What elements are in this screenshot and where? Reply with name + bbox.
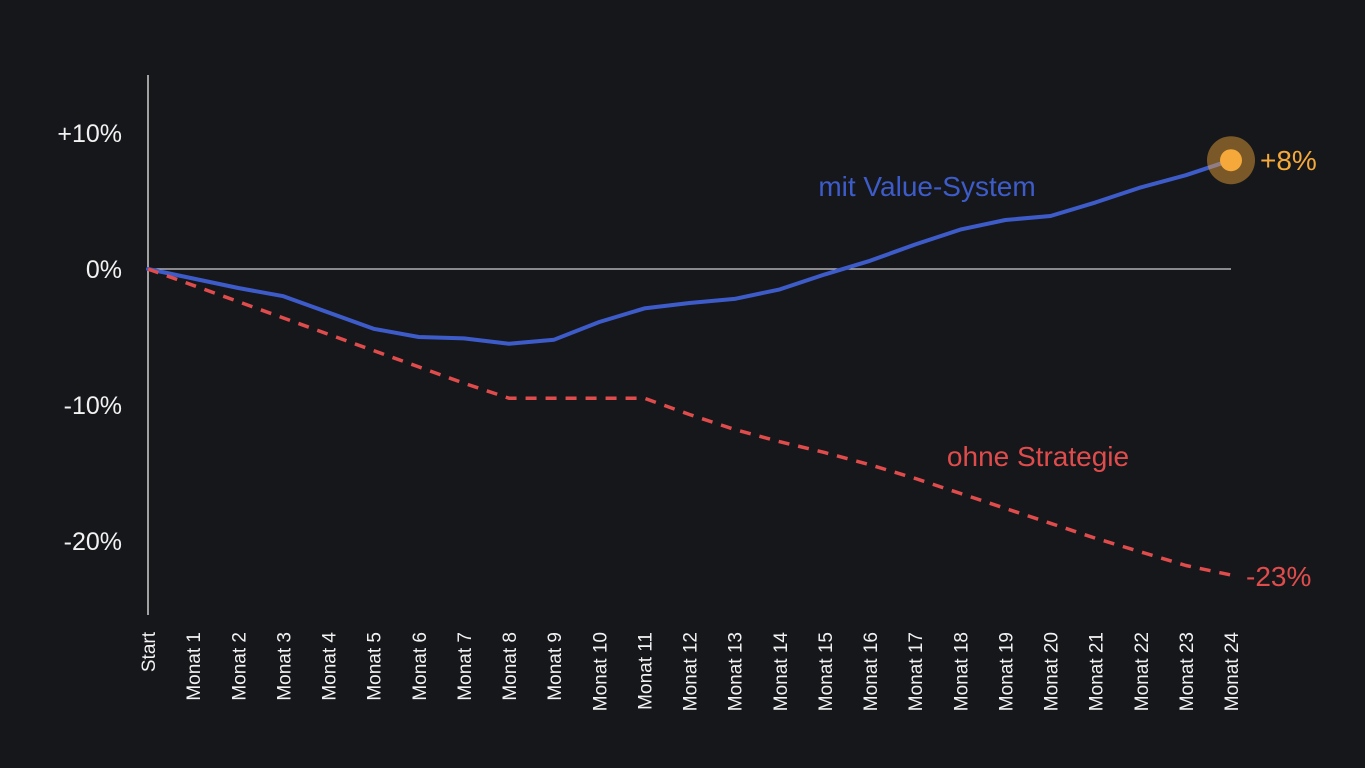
x-tick-label: Monat 5 — [365, 632, 386, 701]
x-tick-label: Monat 22 — [1132, 632, 1153, 711]
x-tick-label: Monat 7 — [455, 632, 476, 701]
x-tick-label: Monat 3 — [274, 632, 295, 701]
x-tick-label: Monat 10 — [590, 632, 611, 711]
x-tick-label: Monat 21 — [1087, 632, 1108, 711]
end-value-label-ohne-strategie: -23% — [1246, 561, 1311, 592]
x-tick-label: Monat 2 — [229, 632, 250, 701]
x-tick-label: Monat 17 — [906, 632, 927, 711]
x-tick-label: Monat 4 — [320, 632, 341, 701]
x-tick-labels: Start Monat 1 Monat 2 Monat 3 Monat 4 Monat 5… — [139, 631, 1243, 711]
y-tick-label: +10% — [57, 120, 122, 148]
x-tick-label: Monat 24 — [1222, 632, 1243, 712]
x-tick-label: Monat 20 — [1042, 632, 1063, 711]
series-line-ohne-strategie — [147, 267, 1232, 577]
end-value-label-mit-value-system: +8% — [1260, 145, 1317, 176]
x-tick-label: Monat 6 — [410, 632, 431, 701]
x-tick-label: Monat 15 — [816, 632, 837, 711]
series-labels: mit Value-System ohne Strategie — [818, 171, 1129, 472]
y-tick-label: 0% — [86, 256, 122, 284]
x-tick-label: Monat 16 — [861, 632, 882, 711]
series-label-ohne-strategie: ohne Strategie — [947, 441, 1129, 472]
series-lines — [146, 158, 1233, 577]
x-tick-label: Start — [139, 631, 160, 672]
end-markers — [1207, 136, 1255, 185]
y-tick-label: -20% — [64, 528, 122, 556]
x-tick-label: Monat 18 — [951, 632, 972, 711]
series-label-mit-value-system: mit Value-System — [818, 171, 1035, 202]
y-tick-labels: +10% 0% -10% -20% — [57, 120, 122, 556]
x-tick-label: Monat 12 — [681, 632, 702, 711]
end-marker-dot — [1220, 149, 1242, 172]
x-tick-label: Monat 1 — [184, 632, 205, 701]
x-tick-label: Monat 14 — [771, 632, 792, 712]
end-labels: +8% -23% — [1246, 145, 1317, 592]
x-tick-label: Monat 13 — [726, 632, 747, 711]
x-tick-label: Monat 8 — [500, 632, 521, 701]
y-tick-label: -10% — [64, 392, 122, 420]
x-tick-label: Monat 9 — [545, 632, 566, 701]
x-tick-label: Monat 23 — [1177, 632, 1198, 711]
series-line-mit-value-system — [146, 158, 1233, 346]
x-tick-label: Monat 11 — [635, 632, 656, 710]
x-tick-label: Monat 19 — [996, 632, 1017, 711]
